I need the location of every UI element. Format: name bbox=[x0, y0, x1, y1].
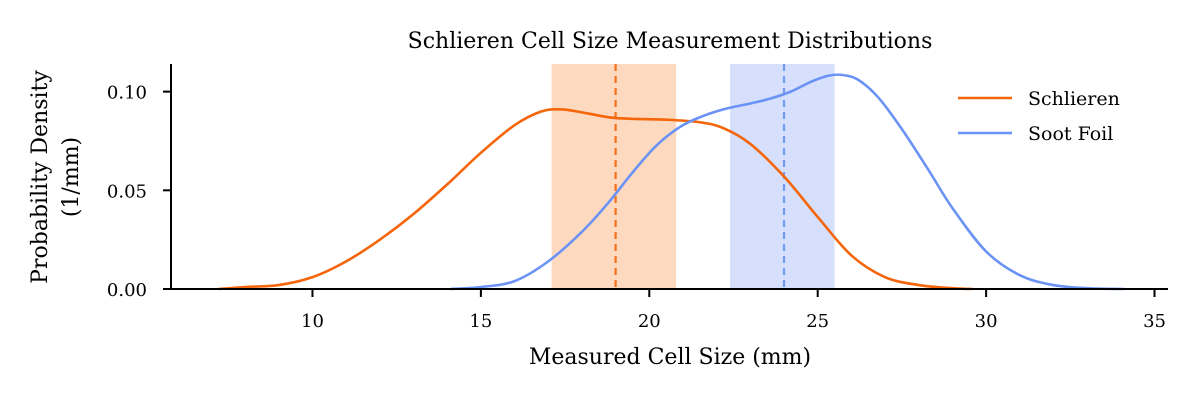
legend-label-soot-foil: Soot Foil bbox=[1028, 123, 1113, 145]
y-tick-label: 0.05 bbox=[107, 181, 147, 202]
x-ticks: 10 15 20 25 30 35 bbox=[301, 289, 1166, 332]
sigma-bands bbox=[551, 64, 835, 289]
x-tick-label: 20 bbox=[638, 311, 661, 332]
x-tick-label: 15 bbox=[469, 311, 492, 332]
y-ticks: 0.00 0.05 0.10 bbox=[107, 83, 171, 301]
soot-foil-curve bbox=[450, 73, 1125, 291]
x-tick-label: 30 bbox=[975, 311, 998, 332]
legend: Schlieren Soot Foil bbox=[958, 88, 1120, 145]
density-curves bbox=[218, 73, 1125, 291]
legend-label-schlieren: Schlieren bbox=[1028, 88, 1120, 110]
x-axis-label: Measured Cell Size (mm) bbox=[529, 345, 811, 370]
y-axis-label-line1: Probability Density bbox=[28, 70, 53, 284]
y-axis-label-line2: (1/mm) bbox=[59, 137, 84, 217]
y-tick-label: 0.00 bbox=[107, 280, 147, 301]
x-tick-label: 25 bbox=[806, 311, 829, 332]
x-tick-label: 10 bbox=[301, 311, 324, 332]
chart-title: Schlieren Cell Size Measurement Distribu… bbox=[408, 29, 933, 54]
schlieren-curve bbox=[218, 107, 973, 291]
x-tick-label: 35 bbox=[1143, 311, 1166, 332]
y-tick-label: 0.10 bbox=[107, 83, 147, 104]
schlieren-band bbox=[551, 64, 677, 289]
